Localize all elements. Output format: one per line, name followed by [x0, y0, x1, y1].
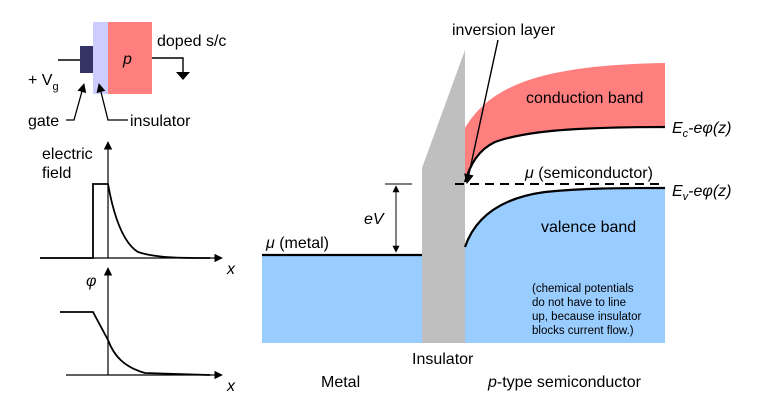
- ev-label: eV: [364, 211, 385, 228]
- note-line-4: blocks current flow.): [532, 325, 634, 337]
- ec-curve: [463, 125, 666, 183]
- field-ylabel-2: field: [42, 165, 71, 182]
- semiconductor-caption: p-type semiconductor: [487, 374, 642, 391]
- insulator-barrier: [422, 50, 465, 343]
- potential-plot: φ x: [60, 267, 236, 395]
- ground-icon: [176, 72, 190, 80]
- gate-electrode: [80, 46, 93, 73]
- doped-label: doped s/c: [157, 33, 226, 50]
- p-region: [108, 22, 152, 94]
- note-line-3: up, because insulator: [532, 311, 641, 323]
- gate-pointer: [66, 83, 87, 121]
- field-ylabel: electric: [42, 146, 93, 163]
- conduction-band: [465, 63, 665, 182]
- metal-caption: Metal: [321, 374, 360, 391]
- insulator-label: insulator: [130, 113, 191, 130]
- note-line-2: do not have to line: [532, 297, 626, 309]
- insulator-pointer: [96, 83, 128, 121]
- insulator-caption: Insulator: [412, 351, 474, 368]
- device-schematic: p + Vg doped s/c gate insulator: [28, 22, 226, 130]
- valence-label: valence band: [541, 219, 636, 236]
- ground-wire: [152, 57, 184, 72]
- note-line-1: (chemical potentials: [532, 283, 634, 295]
- band-diagram: μ (metal) μ (semiconductor) eV inversion…: [262, 22, 732, 391]
- ec-label: Ec-eφ(z): [672, 120, 732, 140]
- ev-curve: [463, 186, 666, 248]
- gate-label: gate: [28, 113, 59, 130]
- inversion-label: inversion layer: [452, 22, 556, 39]
- vg-label: + Vg: [28, 72, 59, 93]
- evb-label: Ev-eφ(z): [672, 183, 732, 203]
- p-label: p: [122, 51, 132, 68]
- valence-lower-edge: [465, 262, 540, 343]
- inversion-pointer: [464, 39, 499, 184]
- conduction-label: conduction band: [526, 90, 643, 107]
- field-xlabel: x: [226, 261, 236, 278]
- phi-curve: [60, 311, 211, 376]
- mu-sc-label: μ (semiconductor): [524, 165, 653, 182]
- metal-region: [262, 255, 422, 343]
- field-curve: [40, 183, 211, 259]
- mu-metal-label: μ (metal): [265, 235, 329, 252]
- phi-xlabel: x: [226, 378, 236, 395]
- insulator-layer: [93, 22, 108, 94]
- electric-field-plot: electric field x: [40, 141, 236, 278]
- phi-ylabel: φ: [86, 273, 96, 290]
